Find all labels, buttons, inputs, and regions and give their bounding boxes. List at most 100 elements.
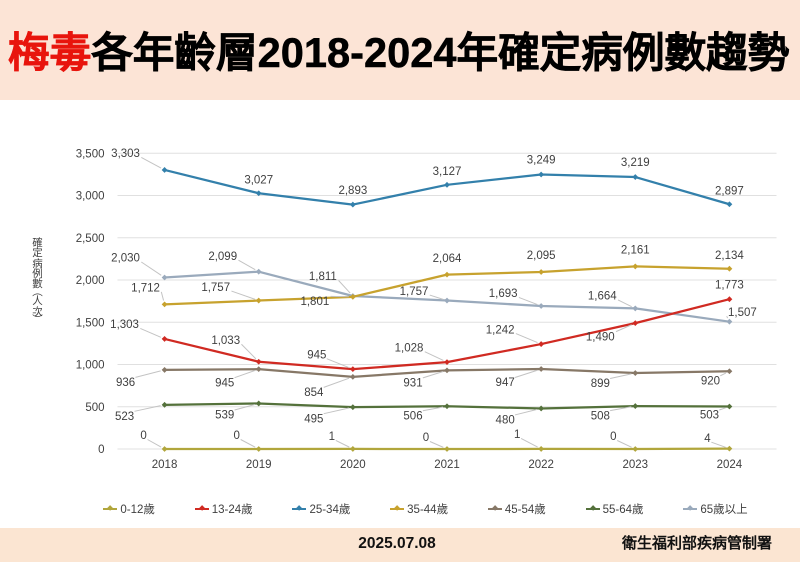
label-leader-line <box>615 324 632 333</box>
x-tick-label: 2022 <box>528 459 554 471</box>
label-leader-line <box>429 294 444 300</box>
chart-legend: 0-12歲 13-24歲 25-34歲 35-44歲 45-54歲 55-64歲 65歲以上 <box>51 500 800 518</box>
line-chart: 0 500 1,000 1,500 2,000 2,500 3,000 3,500 2018 20… <box>76 148 777 471</box>
legend-marker-icon <box>487 504 502 513</box>
series-marker <box>255 366 262 373</box>
series-marker <box>161 336 168 342</box>
data-label: 539 <box>215 410 234 422</box>
data-label: 508 <box>591 410 610 422</box>
legend-item-55-64歲: 55-64歲 <box>585 501 644 517</box>
legend-item-35-44歲: 35-44歲 <box>390 501 448 517</box>
series-marker <box>632 263 639 270</box>
label-leader-line <box>719 407 726 411</box>
legend-label: 13-24歲 <box>211 503 253 516</box>
y-tick-label: 2,000 <box>76 275 105 287</box>
series-marker <box>161 446 168 452</box>
label-leader-line <box>135 370 161 378</box>
y-tick-label: 1,500 <box>76 317 105 329</box>
series-marker <box>538 303 545 309</box>
x-tick-label: 2018 <box>152 459 178 471</box>
series-marker <box>726 296 733 303</box>
data-label: 2,030 <box>111 253 140 265</box>
series-marker <box>632 446 639 452</box>
series-marker <box>444 359 450 366</box>
legend-item-25-34歲: 25-34歲 <box>292 501 350 517</box>
data-label: 1,664 <box>588 291 617 303</box>
series-marker <box>632 370 639 376</box>
data-label: 0 <box>234 430 240 442</box>
series-marker <box>444 271 450 278</box>
data-label: 1,033 <box>211 335 240 347</box>
legend-item-13-24歲: 13-24歲 <box>194 501 253 517</box>
label-leader-line <box>240 439 256 448</box>
series-marker <box>255 190 262 197</box>
data-label: 3,127 <box>433 166 462 178</box>
title-bar: 梅毒各年齡層2018-2024年確定病例數趨勢 <box>0 0 800 100</box>
label-leader-line <box>234 370 256 379</box>
series-marker <box>538 341 545 347</box>
label-leader-line <box>726 315 729 319</box>
data-label: 0 <box>423 432 429 444</box>
label-leader-line <box>514 408 538 416</box>
data-label: 947 <box>496 377 515 389</box>
series-marker <box>161 367 168 373</box>
data-label: 3,249 <box>527 155 556 167</box>
series-marker <box>632 305 639 312</box>
title-disease-name: 梅毒 <box>8 29 92 77</box>
data-label: 945 <box>307 349 326 361</box>
data-label: 495 <box>304 413 323 425</box>
title-rest: 各年齡層2018-2024年確定病例數趨勢 <box>91 29 790 77</box>
data-label: 899 <box>591 378 610 390</box>
x-tick-label: 2019 <box>246 459 272 471</box>
data-label: 1,757 <box>400 286 429 298</box>
label-leader-line <box>617 299 632 308</box>
x-tick-label: 2020 <box>340 459 366 471</box>
series-marker <box>349 201 356 208</box>
data-label: 480 <box>496 415 515 427</box>
footer-bar: 2025.07.08 衛生福利部疾病管制署 <box>0 528 800 562</box>
data-label: 1,757 <box>201 282 230 294</box>
legend-marker-icon <box>103 504 118 513</box>
data-label: 523 <box>115 411 134 423</box>
data-label: 945 <box>215 377 234 389</box>
series-marker <box>444 446 450 452</box>
chart-area: 確定病例數 ︵ 人次 ︶ 0 500 1,000 1,500 2,000 2,500 3,000 3… <box>0 100 800 528</box>
data-label: 503 <box>700 410 719 422</box>
series-marker <box>538 269 545 275</box>
series-marker <box>632 320 639 327</box>
label-leader-line <box>147 439 162 448</box>
series-marker <box>444 297 450 304</box>
data-label: 931 <box>403 378 422 390</box>
footer-date: 2025.07.08 <box>358 535 436 552</box>
data-label: 1,507 <box>728 307 757 319</box>
data-label: 3,027 <box>244 174 273 186</box>
label-leader-line <box>323 377 350 388</box>
legend-label: 45-54歲 <box>504 503 546 516</box>
data-label: 1,773 <box>715 279 744 291</box>
data-label: 2,064 <box>433 253 462 265</box>
data-label: 1,712 <box>131 283 160 295</box>
series-marker <box>538 405 545 412</box>
series-marker <box>161 401 168 408</box>
series-marker <box>255 400 262 407</box>
legend-item-65歲以上: 65歲以上 <box>683 501 748 517</box>
data-label: 2,095 <box>527 250 556 262</box>
legend-marker-icon <box>390 504 405 513</box>
label-leader-line <box>515 333 538 343</box>
series-line-65歲以上 <box>164 270 730 323</box>
data-label: 0 <box>140 430 146 442</box>
series-marker <box>632 174 639 180</box>
series-marker <box>726 403 733 410</box>
label-leader-line <box>520 437 538 448</box>
series-marker <box>726 445 733 452</box>
data-label: 1 <box>329 431 335 443</box>
label-leader-line <box>610 373 632 380</box>
legend-label: 35-44歲 <box>407 503 449 516</box>
label-leader-line <box>140 327 162 338</box>
series-marker <box>161 301 168 308</box>
data-label: 1,303 <box>110 319 139 331</box>
data-label: 1,693 <box>489 288 518 300</box>
label-leader-line <box>323 407 350 415</box>
label-leader-line <box>141 261 162 276</box>
x-tick-label: 2021 <box>434 459 460 471</box>
